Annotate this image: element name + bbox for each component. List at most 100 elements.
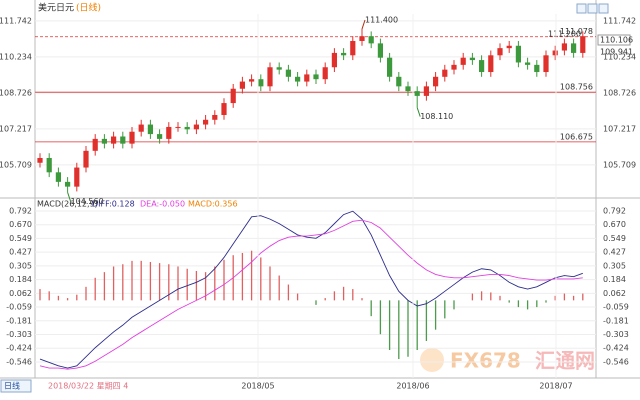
candle-body <box>175 126 181 128</box>
y-tick-label-right: 0.792 <box>603 206 626 215</box>
y-tick-label-right: 111.742 <box>603 16 636 25</box>
y-tick-label: 0.549 <box>9 234 32 243</box>
macd-line <box>39 210 583 369</box>
candle-body <box>267 67 273 87</box>
y-tick-label-right: 110.234 <box>603 52 636 61</box>
y-tick-label: 111.742 <box>0 16 32 25</box>
y-tick-label: 105.709 <box>0 160 32 169</box>
toolbar <box>576 3 609 14</box>
candle-body <box>377 43 383 58</box>
period-button[interactable] <box>0 379 32 393</box>
candle-body <box>479 60 485 73</box>
reference-label: 108.756 <box>560 83 593 92</box>
candle-body <box>138 124 144 132</box>
y-tick-label: -0.424 <box>6 344 32 353</box>
toolbar-button[interactable] <box>587 3 598 14</box>
y-tick-label: 0.184 <box>9 275 32 284</box>
reference-label: 106.675 <box>560 132 593 141</box>
candle-body <box>387 57 393 77</box>
y-tick-label-right: 105.709 <box>603 160 636 169</box>
toolbar-button[interactable] <box>598 3 609 14</box>
candle-body <box>276 67 282 70</box>
extreme-pointer <box>67 192 72 202</box>
candle-body <box>580 36 586 53</box>
extreme-label: 104.560 <box>71 197 104 206</box>
y-tick-label: 0.670 <box>9 220 32 229</box>
chart-title-period: (日线) <box>76 2 101 14</box>
reference-label: 111.078 <box>560 27 593 36</box>
y-tick-label: 108.726 <box>0 88 32 97</box>
candle-body <box>221 103 227 116</box>
y-tick-label: -0.059 <box>6 303 32 312</box>
candle-body <box>469 57 475 61</box>
watermark-brand: FX678 <box>450 349 521 373</box>
y-tick-label: 110.234 <box>0 52 32 61</box>
candle-body <box>552 50 558 56</box>
macd-diff: DIFF:0.128 <box>92 200 135 209</box>
candle-body <box>359 36 365 41</box>
y-tick-label-right: 0.305 <box>603 261 626 270</box>
y-tick-label: 0.305 <box>9 261 32 270</box>
price-tag: 111.200 <box>548 30 581 39</box>
candle-body <box>571 43 577 53</box>
candle-body <box>37 157 43 163</box>
y-tick-label-right: -0.181 <box>603 316 629 325</box>
y-tick-label: 0.062 <box>9 289 32 298</box>
candle-body <box>46 157 52 173</box>
y-tick-label-right: 107.217 <box>603 124 636 133</box>
candle-body <box>157 134 163 139</box>
x-tick-label: 2018/07 <box>539 382 572 391</box>
candle-body <box>442 69 448 77</box>
candle-body <box>350 40 356 56</box>
candle-body <box>561 43 567 51</box>
macd-line <box>39 219 583 370</box>
candle-body <box>414 91 420 96</box>
candle-body <box>423 86 429 96</box>
candle-body <box>249 79 255 82</box>
price-tag-box <box>597 34 631 46</box>
candle-body <box>497 48 503 56</box>
y-tick-label-right: 108.726 <box>603 88 636 97</box>
y-tick-label: 107.217 <box>0 124 32 133</box>
candle-body <box>203 119 209 125</box>
candle-body <box>55 172 61 182</box>
candle-body <box>451 64 457 70</box>
candle-body <box>341 52 347 56</box>
extreme-label: 111.400 <box>365 16 398 25</box>
cursor-date: 2018/03/22 星期四 4 <box>48 382 128 391</box>
y-tick-label: 0.792 <box>9 206 32 215</box>
x-tick-label: 2018/05 <box>241 382 274 391</box>
candle-body <box>525 62 531 65</box>
candle-body <box>368 36 374 44</box>
y-tick-label: -0.181 <box>6 316 32 325</box>
candle-body <box>543 55 549 73</box>
candle-body <box>65 181 71 187</box>
candle-body <box>184 126 190 130</box>
candle-body <box>322 67 328 80</box>
y-tick-label-right: 0.427 <box>603 248 626 257</box>
candle-body <box>534 64 540 73</box>
toolbar-button[interactable] <box>576 3 587 14</box>
candle-body <box>285 69 291 77</box>
candle-body <box>212 115 218 120</box>
macd-value: MACD:0.356 <box>188 200 238 209</box>
candle-body <box>460 57 466 65</box>
candle-body <box>304 74 310 82</box>
y-tick-label: 0.427 <box>9 248 32 257</box>
candle-body <box>295 76 301 82</box>
y-tick-label-right: 0.184 <box>603 275 626 284</box>
chart-title: 美元日元 <box>38 2 74 14</box>
candle-body <box>101 138 107 144</box>
y-tick-label-right: -0.424 <box>603 344 629 353</box>
candle-body <box>111 136 117 144</box>
candle-body <box>120 136 126 144</box>
candle-body <box>166 126 172 139</box>
candle-body <box>83 150 89 168</box>
y-tick-label-right: -0.059 <box>603 303 629 312</box>
period-label: 日线 <box>4 381 20 391</box>
candle-body <box>258 79 264 87</box>
y-tick-label: -0.303 <box>6 330 32 339</box>
candle-body <box>193 124 199 130</box>
